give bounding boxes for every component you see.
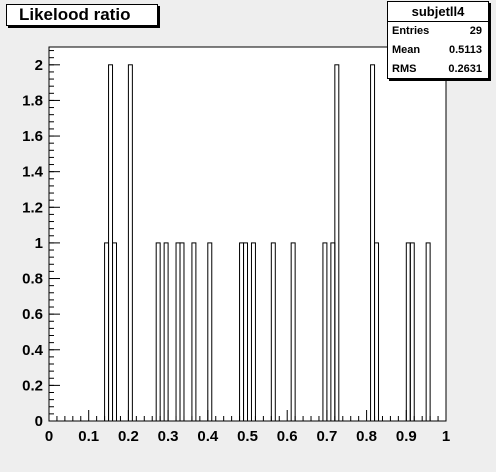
stats-box: subjetll4 Entries 29 Mean 0.5113 RMS 0.2…: [387, 1, 489, 79]
stats-mean-label: Mean: [392, 44, 421, 56]
chart-title: Likelood ratio: [6, 4, 158, 26]
x-tick-label: 0.1: [78, 428, 99, 445]
x-tick-label: 1: [442, 428, 450, 445]
y-tick-label: 0.8: [22, 271, 43, 288]
y-tick-label: 1.2: [22, 199, 43, 216]
x-tick-label: 0.9: [396, 428, 417, 445]
x-tick-label: 0: [45, 428, 53, 445]
y-tick-label: 0: [35, 413, 43, 430]
y-tick-label: 2: [35, 57, 43, 74]
stats-rms-label: RMS: [392, 63, 417, 75]
stats-row-entries: Entries 29: [388, 22, 488, 41]
stats-mean-value: 0.5113: [448, 44, 482, 56]
x-tick-label: 0.7: [316, 428, 337, 445]
y-tick-label: 0.6: [22, 306, 43, 323]
x-axis: 0 0.1 0.2 0.3 0.4 0.5 0.6 0.7 0.8 0.9 1: [45, 410, 450, 445]
y-tick-label: 1: [35, 235, 43, 252]
y-axis: 0 0.2 0.4 0.6 0.8 1 1.2 1.4 1.6 1.8 2: [22, 50, 60, 430]
x-tick-label: 0.6: [277, 428, 298, 445]
y-tick-label: 1.6: [22, 128, 43, 145]
x-tick-label: 0.3: [158, 428, 179, 445]
x-tick-label: 0.8: [356, 428, 377, 445]
stats-histogram-name: subjetll4: [388, 2, 488, 22]
x-tick-label: 0.5: [237, 428, 258, 445]
y-tick-label: 1.4: [22, 164, 44, 181]
y-tick-label: 0.4: [22, 342, 44, 359]
stats-entries-value: 29: [469, 25, 482, 37]
x-tick-label: 0.4: [197, 428, 219, 445]
y-tick-label: 0.2: [22, 377, 43, 394]
stats-row-rms: RMS 0.2631: [388, 60, 488, 79]
stats-row-mean: Mean 0.5113: [388, 41, 488, 60]
y-tick-label: 1.8: [22, 92, 43, 109]
stats-entries-label: Entries: [392, 25, 430, 37]
stats-rms-value: 0.2631: [448, 63, 482, 75]
x-tick-label: 0.2: [118, 428, 139, 445]
